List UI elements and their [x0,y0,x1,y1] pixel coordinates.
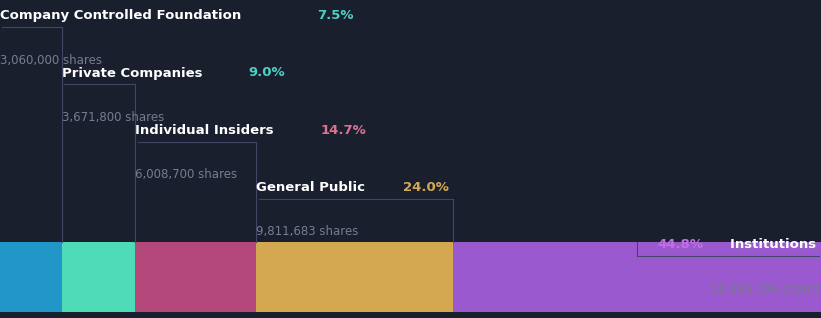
Text: Company Controlled Foundation: Company Controlled Foundation [0,9,245,22]
FancyBboxPatch shape [62,242,135,312]
Text: 3,060,000 shares: 3,060,000 shares [0,54,102,67]
FancyBboxPatch shape [256,242,453,312]
Text: 9,811,683 shares: 9,811,683 shares [256,225,359,238]
Text: Private Companies: Private Companies [62,66,207,80]
Text: 14.7%: 14.7% [320,124,366,137]
Text: Institutions: Institutions [730,238,821,251]
FancyBboxPatch shape [135,242,256,312]
Text: 18,289,596 shares: 18,289,596 shares [711,283,821,296]
Text: 44.8%: 44.8% [658,238,704,251]
Text: 24.0%: 24.0% [403,181,448,194]
Text: Individual Insiders: Individual Insiders [135,124,278,137]
FancyBboxPatch shape [0,242,62,312]
Text: 3,671,800 shares: 3,671,800 shares [62,111,164,124]
Text: 7.5%: 7.5% [317,9,354,22]
Text: General Public: General Public [256,181,369,194]
Text: 6,008,700 shares: 6,008,700 shares [135,168,237,181]
FancyBboxPatch shape [453,242,821,312]
Text: 9.0%: 9.0% [249,66,286,80]
